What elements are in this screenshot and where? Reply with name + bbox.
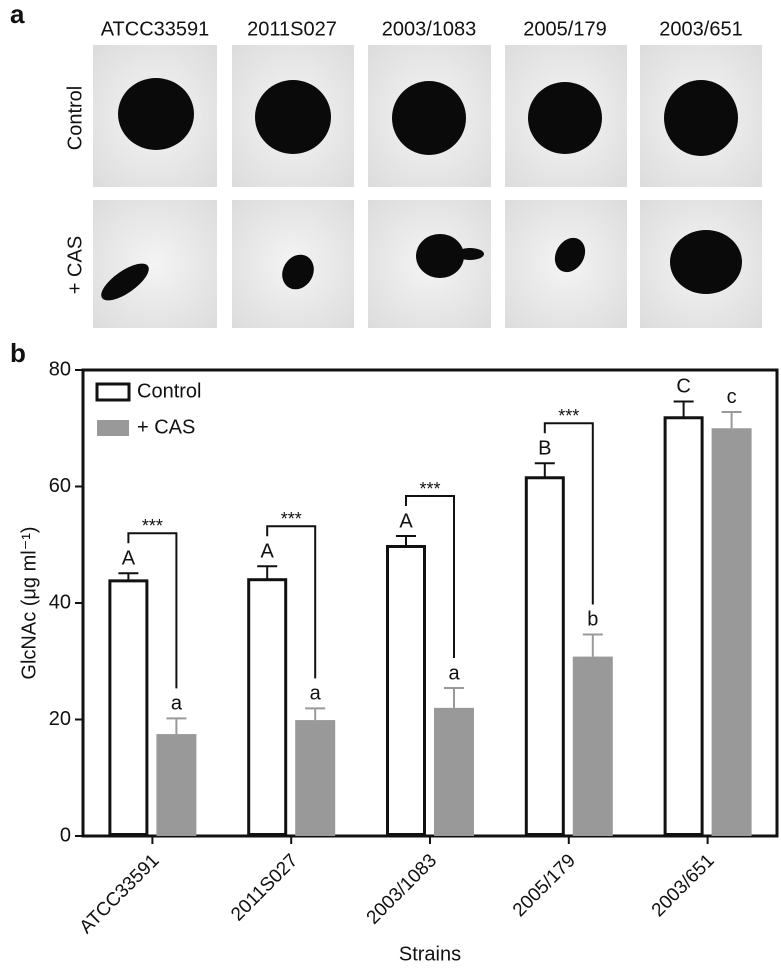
x-axis-label: Strains xyxy=(399,943,461,965)
colony xyxy=(101,263,149,301)
legend-swatch xyxy=(97,420,129,436)
group-letter: A xyxy=(399,510,413,532)
bar xyxy=(295,720,336,836)
y-tick-label: 40 xyxy=(49,591,71,613)
x-tick-label: 2005/179 xyxy=(509,850,580,921)
group-letter: B xyxy=(538,437,551,459)
y-axis-label: GlcNAc (μg ml⁻¹) xyxy=(18,526,40,679)
group-letter: A xyxy=(122,548,136,570)
group-letter: C xyxy=(676,376,690,398)
column-label: 2011S027 xyxy=(247,18,337,40)
micrographs xyxy=(93,45,762,328)
colony xyxy=(554,237,586,273)
significance-bracket xyxy=(543,422,594,605)
x-tick-label: ATCC33591 xyxy=(76,850,164,938)
column-label: 2003/1083 xyxy=(382,18,477,40)
image-cell xyxy=(93,200,217,328)
significance-label: *** xyxy=(142,516,163,536)
bar xyxy=(386,544,426,836)
colony xyxy=(664,80,738,156)
y-tick-label: 0 xyxy=(60,824,71,846)
y-tick-label: 60 xyxy=(49,475,71,497)
significance-bracket xyxy=(405,495,455,659)
group-letter: a xyxy=(310,683,322,705)
group-letter: b xyxy=(587,609,598,631)
column-label: 2005/179 xyxy=(523,18,606,40)
legend-swatch xyxy=(95,382,131,402)
bar xyxy=(524,476,565,836)
colony xyxy=(416,234,464,278)
legend-label: Control xyxy=(137,380,201,402)
x-tick-label: 2003/651 xyxy=(648,850,719,921)
colony xyxy=(392,81,466,155)
column-label: 2003/651 xyxy=(659,18,742,40)
bar xyxy=(663,416,704,836)
significance-label: *** xyxy=(419,479,440,499)
group-letter: a xyxy=(448,662,460,684)
significance-bracket xyxy=(127,532,178,689)
group-letter: A xyxy=(261,541,275,563)
panel-label: b xyxy=(10,338,26,368)
bar xyxy=(156,734,197,836)
column-label: ATCC33591 xyxy=(101,18,210,40)
group-letter: c xyxy=(727,386,737,408)
x-tick-label: 2011S027 xyxy=(227,850,302,925)
bar xyxy=(247,578,288,837)
row-label: + CAS xyxy=(64,236,86,294)
colony xyxy=(456,248,484,260)
colony xyxy=(670,230,742,294)
bar xyxy=(108,579,149,836)
bar xyxy=(434,707,474,836)
significance-bracket xyxy=(266,525,317,679)
significance-label: *** xyxy=(558,406,579,426)
bar xyxy=(572,656,613,836)
panel-label: a xyxy=(10,0,25,29)
row-label: Control xyxy=(64,86,86,150)
y-tick-label: 80 xyxy=(49,358,71,380)
colony xyxy=(282,254,314,290)
colony xyxy=(118,78,194,150)
y-tick-label: 20 xyxy=(49,708,71,730)
colony xyxy=(255,80,331,154)
x-tick-label: 2003/1083 xyxy=(363,850,441,928)
group-letter: a xyxy=(171,693,183,715)
bar xyxy=(711,428,752,836)
colony xyxy=(528,82,602,154)
legend-label: + CAS xyxy=(137,416,195,438)
significance-label: *** xyxy=(281,509,302,529)
